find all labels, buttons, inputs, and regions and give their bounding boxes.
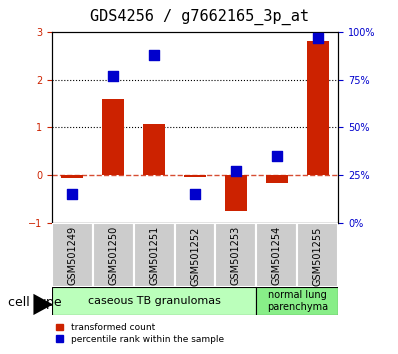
Bar — [256, 223, 297, 287]
Point — [315, 35, 321, 40]
Text: GSM501250: GSM501250 — [108, 226, 118, 285]
Text: GDS4256 / g7662165_3p_at: GDS4256 / g7662165_3p_at — [90, 9, 308, 25]
Text: GSM501255: GSM501255 — [313, 226, 323, 286]
Legend: transformed count, percentile rank within the sample: transformed count, percentile rank withi… — [56, 323, 224, 344]
Bar — [306, 41, 329, 175]
Text: GSM501254: GSM501254 — [272, 226, 282, 285]
Point — [151, 52, 157, 58]
Text: GSM501249: GSM501249 — [67, 226, 77, 285]
Bar — [215, 223, 256, 287]
Bar — [225, 175, 247, 211]
Bar — [102, 99, 125, 175]
Bar — [256, 287, 338, 315]
Bar — [93, 223, 134, 287]
Point — [274, 153, 280, 159]
Point — [110, 73, 116, 79]
Point — [233, 169, 239, 174]
Text: GSM501252: GSM501252 — [190, 226, 200, 286]
Text: caseous TB granulomas: caseous TB granulomas — [88, 296, 220, 306]
Bar — [265, 175, 288, 183]
Text: cell type: cell type — [8, 296, 62, 309]
Text: GSM501253: GSM501253 — [231, 226, 241, 285]
Text: GSM501251: GSM501251 — [149, 226, 159, 285]
Bar — [61, 175, 84, 178]
Bar — [134, 223, 175, 287]
Bar — [175, 223, 215, 287]
Bar — [52, 287, 256, 315]
Bar — [52, 223, 93, 287]
Point — [69, 192, 75, 197]
Bar — [297, 223, 338, 287]
Point — [192, 192, 198, 197]
Text: normal lung
parenchyma: normal lung parenchyma — [267, 290, 328, 312]
Bar — [184, 175, 206, 177]
Polygon shape — [33, 294, 53, 315]
Bar — [143, 124, 165, 175]
